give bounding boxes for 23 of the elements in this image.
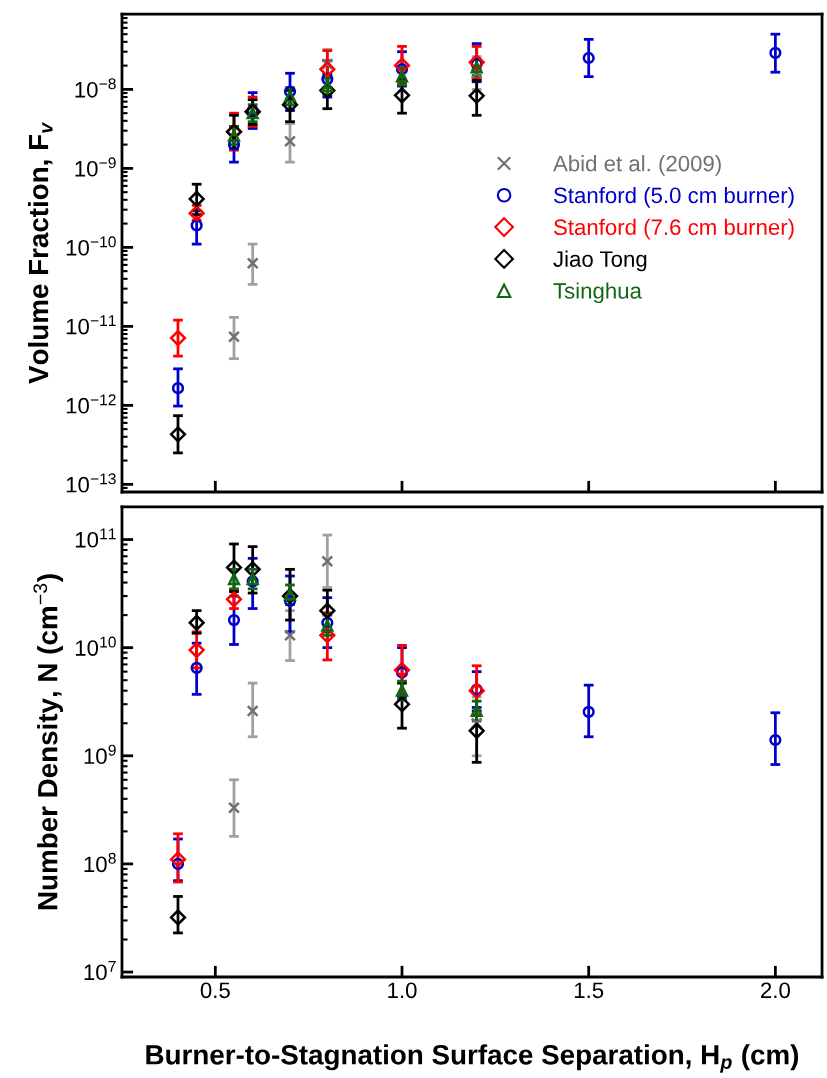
y-tick-label: 10$^{−8}$	[75, 78, 116, 98]
y-tick-label: 10$^{−12}$	[66, 394, 116, 414]
y-tick-label: 10$^{10}$	[75, 636, 116, 656]
y-axis-title: Volume Fraction, F$_{v}$	[27, 122, 53, 384]
x-tick-label: 0.5	[200, 982, 230, 999]
y-tick-label: 10$^{11}$	[75, 528, 116, 548]
legend-label: Tsinghua	[553, 282, 642, 304]
y-tick-label: 10$^{−9}$	[75, 157, 116, 177]
y-tick-label: 10$^{8}$	[84, 852, 116, 873]
y-tick-label: 10$^{9}$	[84, 744, 116, 765]
legend-label: Abid et al. (2009)	[553, 155, 721, 176]
y-tick-label: 10$^{−13}$	[66, 473, 116, 493]
x-tick-label: 1.5	[574, 982, 604, 999]
legend-label: Jiao Tong	[553, 250, 647, 272]
y-tick-label: 10$^{−10}$	[66, 236, 116, 256]
x-axis-title: Burner-to-Stagnation Surface Separation, H$_{p}$ (cm)	[146, 1044, 799, 1073]
y-axis-title: Number Density, N (cm$^{−3}$)	[33, 574, 64, 910]
y-tick-label: 10$^{7}$	[84, 960, 116, 981]
y-tick-label: 10$^{−11}$	[66, 315, 116, 335]
x-tick-label: 1.0	[388, 982, 417, 999]
x-tick-label: 2.0	[761, 982, 790, 999]
legend-label: Stanford (5.0 cm burner)	[553, 186, 794, 208]
legend-label: Stanford (7.6 cm burner)	[553, 218, 794, 240]
